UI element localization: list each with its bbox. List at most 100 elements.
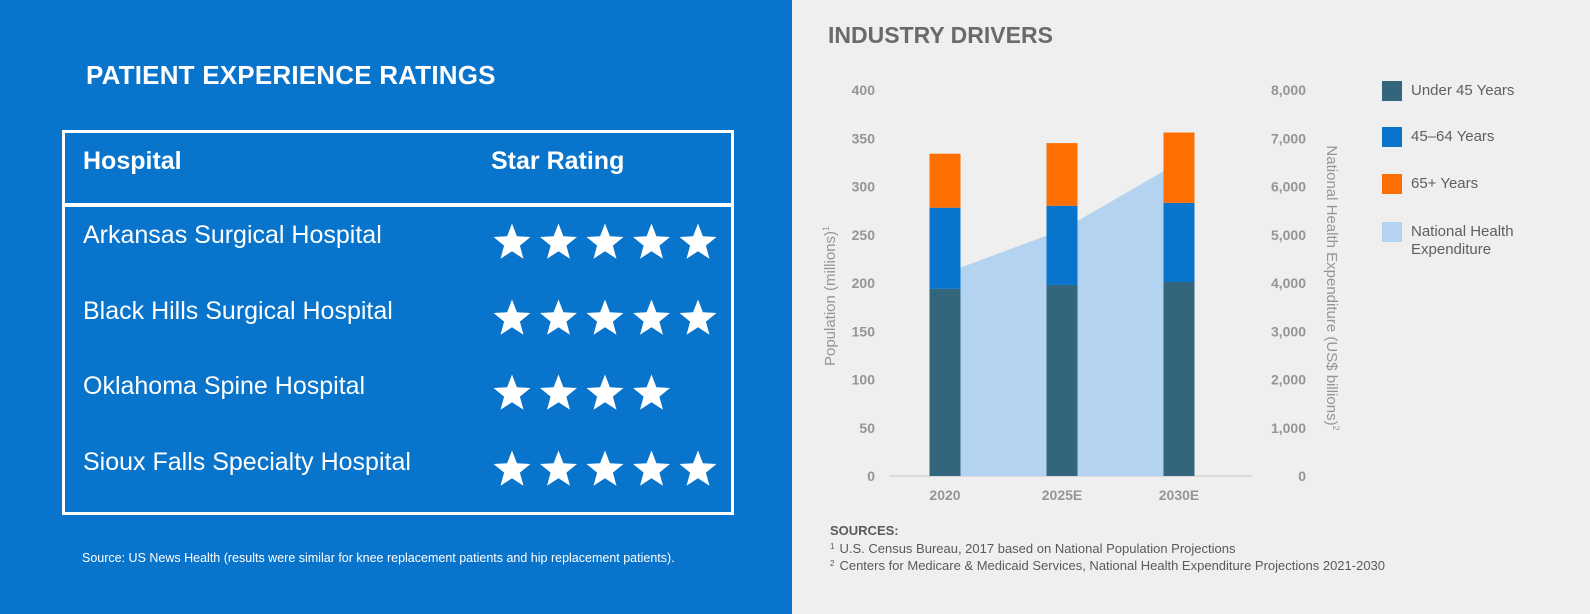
population-expenditure-chart: 0 50 100 150 200 250 300 350 400 0 1,000 2,000 3,00… xyxy=(821,82,1341,503)
star-rating-graphic xyxy=(493,299,717,335)
ratings-source-note: Source: US News Health (results were sim… xyxy=(82,551,675,565)
star-rating-graphic xyxy=(493,450,717,486)
bar-65-plus xyxy=(1046,143,1078,206)
bar-layer xyxy=(929,132,1195,476)
star-rating xyxy=(493,370,728,414)
star-icon xyxy=(586,450,624,486)
legend-swatch-65-plus xyxy=(1382,174,1402,194)
hospital-name: Sioux Falls Specialty Hospital xyxy=(83,448,411,476)
y-tick-label: 400 xyxy=(852,82,876,98)
bar-65-plus xyxy=(1163,132,1195,203)
y-tick-layer: 0 50 100 150 200 250 300 350 400 xyxy=(852,82,876,484)
bar-65-plus xyxy=(929,153,961,208)
y-tick-label: 250 xyxy=(852,227,876,243)
sources-block: SOURCES: 1 U.S. Census Bureau, 2017 based… xyxy=(830,523,1385,574)
star-icon xyxy=(679,299,717,335)
bar-under-45 xyxy=(1046,284,1078,476)
industry-drivers-panel: INDUSTRY DRIVERS 0 50 100 150 200 250 300 350 40… xyxy=(792,0,1590,614)
y-tick-label: 150 xyxy=(852,323,876,339)
bar-under-45 xyxy=(1163,282,1195,476)
star-rating xyxy=(493,295,728,339)
star-icon xyxy=(633,223,670,259)
star-rating-graphic xyxy=(493,374,670,410)
star-rating-graphic xyxy=(493,223,717,259)
hospital-name: Arkansas Surgical Hospital xyxy=(83,221,382,249)
y-tick-label: 50 xyxy=(859,420,875,436)
star-icon xyxy=(679,223,717,259)
x-tick-label: 2020 xyxy=(929,487,960,503)
y2-axis-title-superscript: 2 xyxy=(1331,426,1341,431)
source-text: Centers for Medicare & Medicaid Services… xyxy=(839,558,1386,573)
y2-tick-label: 5,000 xyxy=(1271,227,1306,243)
star-icon xyxy=(540,299,577,335)
source-text: U.S. Census Bureau, 2017 based on Nation… xyxy=(839,540,1236,556)
legend-swatch-45-64 xyxy=(1382,127,1402,147)
star-icon xyxy=(540,374,577,410)
y-axis-title-superscript: 1 xyxy=(821,226,831,231)
legend-label-health-expenditure: National Health Expenditure xyxy=(1411,223,1514,259)
legend-swatch-under-45 xyxy=(1382,81,1402,101)
y2-axis-title: National Health Expenditure (US$ billion… xyxy=(1323,145,1341,430)
source-number: 2 xyxy=(830,559,835,568)
source-line: 1 U.S. Census Bureau, 2017 based on Natio… xyxy=(830,539,1385,557)
star-icon xyxy=(679,450,717,486)
bar-45-64 xyxy=(929,207,961,289)
hospital-name: Black Hills Surgical Hospital xyxy=(83,297,393,325)
table-row: Oklahoma Spine Hospital xyxy=(65,362,731,438)
y-axis-title: Population (millions)1 xyxy=(821,226,839,366)
source-number: 1 xyxy=(830,541,835,551)
y-tick-label: 0 xyxy=(867,468,875,484)
bar-45-64 xyxy=(1163,202,1195,282)
y2-tick-label: 0 xyxy=(1298,468,1306,484)
bar-under-45 xyxy=(929,288,961,476)
y2-tick-layer: 0 1,000 2,000 3,000 4,000 5,000 6,000 7,000 8,00… xyxy=(1271,82,1306,484)
y2-tick-label: 1,000 xyxy=(1271,420,1306,436)
legend-swatch-health-expenditure xyxy=(1382,222,1402,242)
y-tick-label: 300 xyxy=(852,179,876,195)
star-icon xyxy=(493,223,531,259)
y2-tick-label: 2,000 xyxy=(1271,372,1306,388)
y2-tick-label: 8,000 xyxy=(1271,82,1306,98)
sources-title: SOURCES: xyxy=(830,523,899,538)
star-icon xyxy=(633,374,670,410)
star-icon xyxy=(586,374,624,410)
y2-tick-label: 4,000 xyxy=(1271,275,1306,291)
x-tick-label: 2025E xyxy=(1042,487,1082,503)
y-tick-label: 350 xyxy=(852,130,876,146)
source-line: 2 Centers for Medicare & Medicaid Service… xyxy=(830,556,1385,574)
legend-label-under-45: Under 45 Years xyxy=(1411,82,1515,99)
y-axis-title-text: Population (millions) xyxy=(822,231,839,366)
star-icon xyxy=(586,299,624,335)
y2-axis-title-text: National Health Expenditure (US$ billion… xyxy=(1323,145,1340,425)
legend-label-45-64: 45–64 Years xyxy=(1411,128,1495,145)
patient-ratings-title: PATIENT EXPERIENCE RATINGS xyxy=(86,60,496,90)
hospital-name: Oklahoma Spine Hospital xyxy=(83,372,366,400)
table-header: Hospital Star Rating xyxy=(65,133,731,207)
star-icon xyxy=(540,450,577,486)
y-tick-label: 200 xyxy=(852,275,876,291)
star-rating-column-header: Star Rating xyxy=(491,147,625,175)
legend-label-65-plus: 65+ Years xyxy=(1411,175,1479,192)
star-icon xyxy=(586,223,624,259)
bar-45-64 xyxy=(1046,205,1078,285)
star-icon xyxy=(633,450,670,486)
legend-label-line-2: Expenditure xyxy=(1411,241,1492,258)
y-tick-label: 100 xyxy=(852,372,876,388)
table-row: Sioux Falls Specialty Hospital xyxy=(65,438,731,514)
table-row: Black Hills Surgical Hospital xyxy=(65,287,731,363)
star-icon xyxy=(493,299,531,335)
y2-tick-label: 3,000 xyxy=(1271,323,1306,339)
rating-table: Hospital Star Rating Arkansas Surgical H… xyxy=(62,130,734,515)
y2-tick-label: 6,000 xyxy=(1271,179,1306,195)
x-tick-label: 2030E xyxy=(1159,487,1199,503)
table-row: Arkansas Surgical Hospital xyxy=(65,211,731,287)
star-rating xyxy=(493,219,728,263)
industry-drivers-title: INDUSTRY DRIVERS xyxy=(828,22,1053,48)
star-icon xyxy=(540,223,577,259)
legend-label-line-1: National Health xyxy=(1411,223,1514,240)
hospital-column-header: Hospital xyxy=(83,147,182,175)
x-tick-layer: 2020 2025E 2030E xyxy=(929,487,1199,503)
patient-ratings-panel: PATIENT EXPERIENCE RATINGS Hospital Star… xyxy=(0,0,792,614)
star-icon xyxy=(633,299,670,335)
star-icon xyxy=(493,450,531,486)
